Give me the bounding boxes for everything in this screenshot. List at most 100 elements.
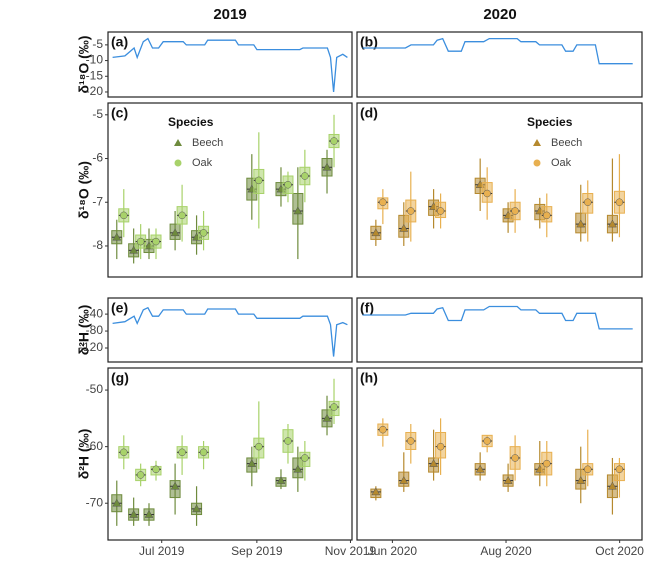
y-tick-label: -40 [86, 306, 104, 320]
median-point [543, 211, 551, 220]
median-point [170, 481, 180, 490]
median-point [322, 413, 332, 422]
median-point [112, 498, 122, 507]
panel-label: (h) [360, 370, 378, 386]
legend-marker [174, 159, 182, 167]
median-point [584, 465, 592, 474]
x-tick-label: Nov 2019 [325, 544, 377, 558]
median-point [576, 219, 586, 228]
median-point [247, 459, 257, 467]
median-point [615, 198, 624, 206]
panel-frame [107, 102, 353, 278]
x-tick-label: Oct 2020 [595, 544, 644, 558]
y-axis-label: δ²H (‰) [76, 305, 92, 355]
y-tick-label: -6 [92, 151, 103, 165]
median-point [178, 448, 186, 457]
isotope-line [112, 37, 348, 93]
median-point [584, 198, 592, 206]
median-point [615, 465, 624, 474]
legend-marker [533, 159, 541, 167]
legend-marker [533, 139, 541, 146]
y-tick-label: -7 [92, 194, 103, 208]
panel-label: (e) [111, 300, 128, 316]
panel-label: (b) [360, 34, 378, 50]
median-point [152, 237, 160, 246]
panel-label: (c) [111, 105, 128, 121]
y-tick-label: -70 [86, 495, 104, 509]
panel-frame [356, 297, 643, 363]
median-point [371, 487, 381, 496]
median-point [293, 464, 303, 473]
median-point [170, 228, 180, 237]
panel-frame [356, 102, 643, 278]
column-title: 2020 [483, 6, 516, 23]
median-point [152, 465, 160, 474]
median-point [436, 207, 445, 215]
median-point [407, 207, 415, 215]
isotope-line [112, 306, 348, 357]
legend-marker [174, 139, 182, 146]
y-tick-label: -10 [86, 53, 104, 67]
median-point [322, 162, 332, 171]
median-point [399, 223, 409, 232]
median-point [301, 454, 309, 462]
y-tick-label: -5 [92, 107, 103, 121]
panel-frame [107, 297, 353, 363]
isotope-line [362, 37, 633, 65]
y-tick-label: -5 [92, 37, 103, 51]
y-tick-label: -80 [86, 323, 104, 337]
median-point [379, 198, 387, 206]
median-point [475, 464, 485, 473]
median-point [112, 232, 122, 241]
y-tick-label: -15 [86, 68, 104, 82]
median-point [330, 403, 338, 411]
panel-frame [107, 367, 353, 541]
median-point [543, 459, 551, 468]
x-tick-label: Jun 2020 [368, 544, 418, 558]
median-point [284, 181, 292, 189]
median-point [330, 137, 338, 145]
median-point [136, 471, 145, 479]
median-point [255, 442, 263, 451]
x-tick-label: Jul 2019 [139, 544, 185, 558]
median-point [129, 245, 139, 254]
median-point [511, 207, 519, 215]
x-tick-label: Sep 2019 [231, 544, 283, 558]
panel-label: (d) [360, 105, 378, 121]
panel-label: (a) [111, 34, 128, 50]
median-point [483, 189, 491, 198]
median-point [136, 237, 145, 246]
y-tick-label: -60 [86, 439, 104, 453]
median-point [607, 481, 617, 490]
panel-label: (g) [111, 370, 129, 386]
column-title: 2019 [213, 6, 246, 23]
median-point [511, 454, 519, 462]
legend-label: Oak [551, 157, 572, 169]
isotope-line [362, 305, 633, 330]
legend-title: Species [168, 115, 214, 129]
x-tick-label: Aug 2020 [480, 544, 532, 558]
legend-label: Oak [192, 157, 213, 169]
median-point [399, 476, 409, 484]
legend-label: Beech [551, 137, 582, 149]
legend-label: Beech [192, 137, 223, 149]
median-point [120, 211, 128, 220]
y-tick-label: -8 [92, 238, 103, 252]
median-point [276, 476, 286, 484]
median-point [301, 172, 309, 180]
median-point [436, 442, 445, 451]
y-axis-label: δ²H (‰) [76, 429, 92, 479]
y-tick-label: -50 [86, 382, 104, 396]
y-axis-label: δ¹⁸O (‰) [76, 161, 92, 219]
median-point [120, 448, 128, 457]
median-point [371, 228, 381, 237]
legend-title: Species [527, 115, 573, 129]
median-point [293, 206, 303, 215]
median-point [576, 476, 586, 484]
median-point [284, 437, 292, 445]
panel-label: (f) [360, 300, 374, 316]
panel-frame [107, 31, 353, 98]
median-point [407, 437, 415, 445]
y-tick-label: -20 [86, 84, 104, 98]
